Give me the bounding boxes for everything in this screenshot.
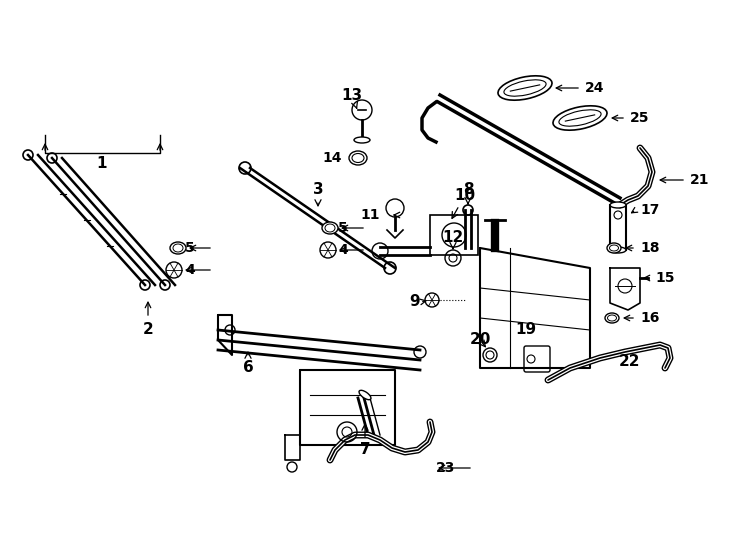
Text: 21: 21 <box>690 173 710 187</box>
Text: 15: 15 <box>655 271 675 285</box>
Ellipse shape <box>173 244 183 252</box>
Text: 25: 25 <box>630 111 650 125</box>
Text: 14: 14 <box>322 151 342 165</box>
Text: 9: 9 <box>410 294 421 309</box>
Ellipse shape <box>553 106 607 130</box>
Text: 1: 1 <box>97 156 107 171</box>
Ellipse shape <box>486 351 494 359</box>
Ellipse shape <box>483 348 497 362</box>
Ellipse shape <box>607 243 621 253</box>
Text: 16: 16 <box>640 311 659 325</box>
Text: 4: 4 <box>185 263 195 277</box>
Text: 17: 17 <box>640 203 659 217</box>
Text: 6: 6 <box>243 352 253 375</box>
Ellipse shape <box>610 202 626 208</box>
Text: 20: 20 <box>469 333 491 348</box>
Text: 12: 12 <box>443 231 464 249</box>
Ellipse shape <box>359 390 371 400</box>
Text: 2: 2 <box>142 322 153 338</box>
Ellipse shape <box>498 76 552 100</box>
Text: 7: 7 <box>360 424 371 457</box>
Ellipse shape <box>608 315 617 321</box>
Ellipse shape <box>352 153 364 163</box>
Ellipse shape <box>349 151 367 165</box>
Text: 24: 24 <box>585 81 605 95</box>
Text: 22: 22 <box>619 354 641 369</box>
Text: 11: 11 <box>360 208 380 222</box>
Text: 8: 8 <box>462 183 473 204</box>
Text: 3: 3 <box>313 183 323 206</box>
Ellipse shape <box>325 224 335 232</box>
Text: 18: 18 <box>640 241 660 255</box>
Ellipse shape <box>354 137 370 143</box>
Ellipse shape <box>605 313 619 323</box>
Ellipse shape <box>170 242 186 254</box>
Text: 23: 23 <box>435 461 455 475</box>
Ellipse shape <box>609 245 619 251</box>
Text: 5: 5 <box>185 241 195 255</box>
Ellipse shape <box>610 247 626 253</box>
Text: 10: 10 <box>452 187 476 218</box>
Text: 13: 13 <box>341 87 363 109</box>
Text: 19: 19 <box>515 322 537 338</box>
Text: 5: 5 <box>338 221 348 235</box>
Text: 4: 4 <box>338 243 348 257</box>
Ellipse shape <box>322 222 338 234</box>
